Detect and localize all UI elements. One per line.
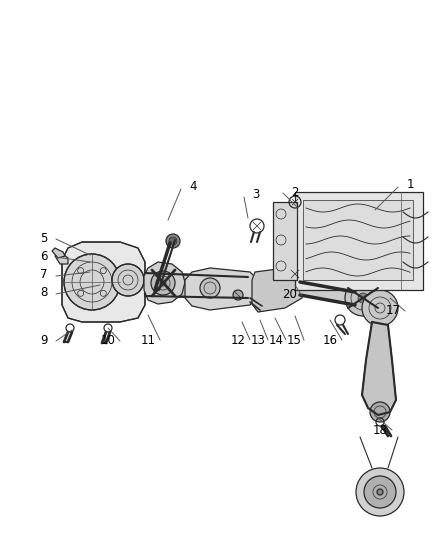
Text: 2: 2 <box>291 185 299 198</box>
Text: 8: 8 <box>40 287 48 300</box>
Circle shape <box>370 402 390 422</box>
Circle shape <box>356 468 404 516</box>
Circle shape <box>166 234 180 248</box>
Text: 20: 20 <box>283 288 297 302</box>
Circle shape <box>169 237 177 245</box>
Polygon shape <box>55 252 68 264</box>
Polygon shape <box>273 202 297 280</box>
Circle shape <box>233 290 243 300</box>
Text: 11: 11 <box>141 334 155 346</box>
Polygon shape <box>252 268 305 312</box>
Text: 6: 6 <box>40 249 48 262</box>
Polygon shape <box>52 248 65 258</box>
Polygon shape <box>144 262 185 304</box>
Polygon shape <box>185 268 258 310</box>
Text: 13: 13 <box>251 334 265 346</box>
Polygon shape <box>303 200 413 280</box>
Polygon shape <box>145 273 248 298</box>
Text: 5: 5 <box>40 231 48 245</box>
Circle shape <box>151 271 175 295</box>
Text: 16: 16 <box>322 334 338 346</box>
Text: 4: 4 <box>189 181 197 193</box>
Circle shape <box>112 264 144 296</box>
Text: 18: 18 <box>373 424 388 437</box>
Circle shape <box>345 280 381 316</box>
Circle shape <box>358 293 368 303</box>
Text: 1: 1 <box>406 179 414 191</box>
Circle shape <box>362 290 398 326</box>
Circle shape <box>364 476 396 508</box>
Text: 9: 9 <box>40 334 48 346</box>
Text: 14: 14 <box>268 334 283 346</box>
Text: 12: 12 <box>230 334 246 346</box>
Text: 17: 17 <box>385 303 400 317</box>
Polygon shape <box>300 282 355 305</box>
Circle shape <box>64 254 120 310</box>
Polygon shape <box>295 192 423 290</box>
Polygon shape <box>362 322 396 415</box>
Text: 10: 10 <box>101 334 116 346</box>
Polygon shape <box>62 242 145 322</box>
Circle shape <box>200 278 220 298</box>
Text: 15: 15 <box>286 334 301 346</box>
Text: 7: 7 <box>40 269 48 281</box>
Text: 3: 3 <box>252 189 260 201</box>
Circle shape <box>377 489 383 495</box>
